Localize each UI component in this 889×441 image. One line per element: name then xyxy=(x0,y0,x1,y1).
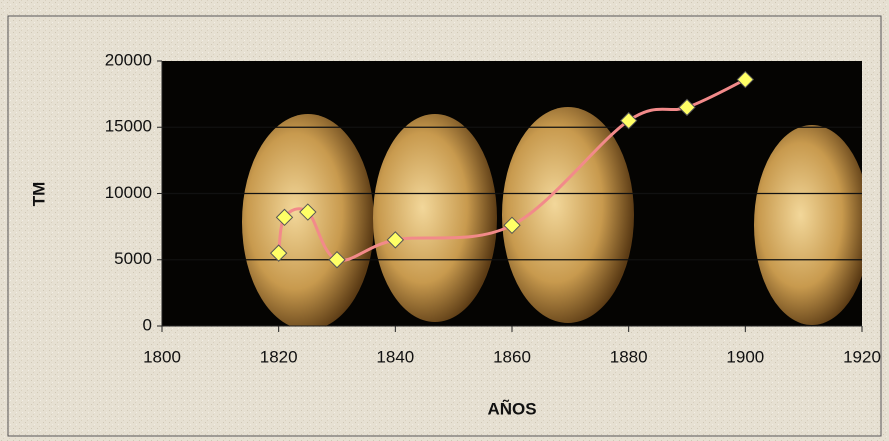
x-tick-label: 1880 xyxy=(610,347,648,366)
y-tick-label: 5000 xyxy=(114,249,152,268)
chart: AÑOS TM 0 5000 10000 15000 20000 1800 1820 1840… xyxy=(0,0,889,441)
y-tick-label: 15000 xyxy=(105,117,152,136)
x-axis-title: AÑOS xyxy=(487,398,536,418)
pod xyxy=(373,114,497,322)
x-tick-label: 1860 xyxy=(493,347,531,366)
y-tick-label: 0 xyxy=(143,315,152,334)
y-axis-title: TM xyxy=(29,182,48,207)
x-tick-label: 1900 xyxy=(726,347,764,366)
page: AÑOS TM 0 5000 10000 15000 20000 1800 1820 1840… xyxy=(0,0,889,441)
x-tick-label: 1840 xyxy=(376,347,414,366)
y-tick-label: 20000 xyxy=(105,50,152,69)
x-tick-label: 1800 xyxy=(143,347,181,366)
x-tick-label: 1920 xyxy=(843,347,881,366)
x-tick-label: 1820 xyxy=(260,347,298,366)
pod xyxy=(242,114,374,330)
y-tick-label: 10000 xyxy=(105,183,152,202)
pod xyxy=(502,107,634,323)
pod xyxy=(754,125,870,325)
